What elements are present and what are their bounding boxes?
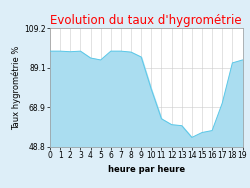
X-axis label: heure par heure: heure par heure [108, 165, 185, 174]
Title: Evolution du taux d'hygrométrie: Evolution du taux d'hygrométrie [50, 14, 242, 27]
Y-axis label: Taux hygrométrie %: Taux hygrométrie % [12, 45, 22, 130]
